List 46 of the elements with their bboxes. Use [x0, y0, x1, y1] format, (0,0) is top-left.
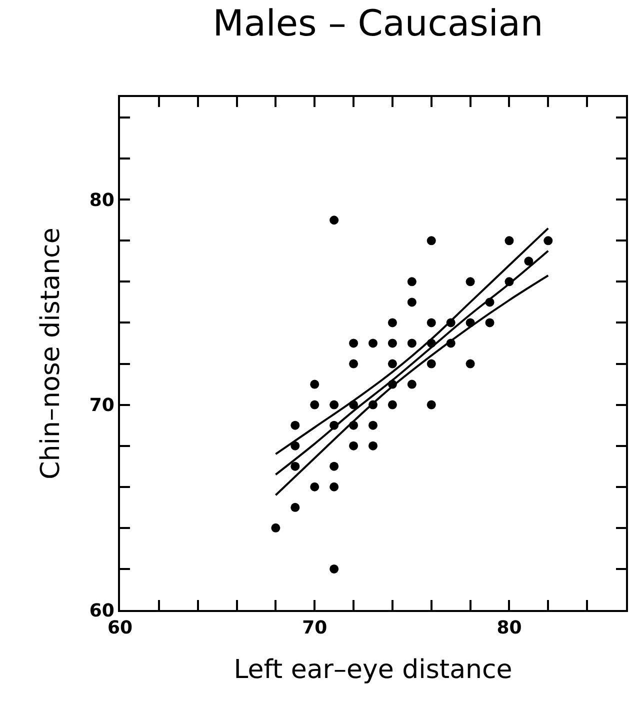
point: [426, 359, 436, 368]
point: [330, 462, 339, 471]
point: [504, 236, 514, 246]
x-tick-label: 70: [302, 618, 328, 639]
x-axis-title: Left ear–eye distance: [234, 654, 512, 685]
point: [407, 277, 416, 286]
y-axis-title: Chin–nose distance: [36, 228, 66, 480]
point: [524, 256, 534, 266]
point: [544, 236, 553, 246]
point: [426, 400, 436, 410]
chart-title: Males – Caucasian: [212, 4, 544, 45]
line-series: [274, 227, 550, 456]
point: [485, 318, 494, 328]
point: [466, 277, 475, 286]
point: [290, 502, 300, 512]
point: [310, 400, 320, 410]
point: [407, 380, 416, 389]
x-tick-label: 80: [496, 618, 522, 639]
point: [466, 359, 475, 368]
point: [388, 400, 397, 410]
point: [330, 482, 339, 492]
point: [330, 216, 339, 225]
point: [271, 523, 280, 532]
point: [349, 359, 358, 368]
y-tick-label: 70: [89, 395, 114, 416]
point: [407, 298, 416, 307]
point: [426, 236, 436, 246]
point: [388, 359, 397, 368]
point: [349, 338, 358, 348]
point: [310, 380, 320, 389]
point: [426, 318, 436, 328]
point: [407, 338, 416, 348]
y-tick-label: 80: [89, 190, 114, 211]
point: [330, 400, 339, 410]
line-series: [274, 250, 550, 476]
point: [310, 482, 320, 492]
point: [290, 462, 300, 471]
point: [368, 338, 378, 348]
point: [290, 420, 300, 430]
point: [368, 420, 378, 430]
point: [368, 441, 378, 450]
point: [388, 338, 397, 348]
point: [349, 441, 358, 450]
point: [330, 564, 339, 574]
point: [388, 318, 397, 328]
line-series: [274, 274, 550, 496]
